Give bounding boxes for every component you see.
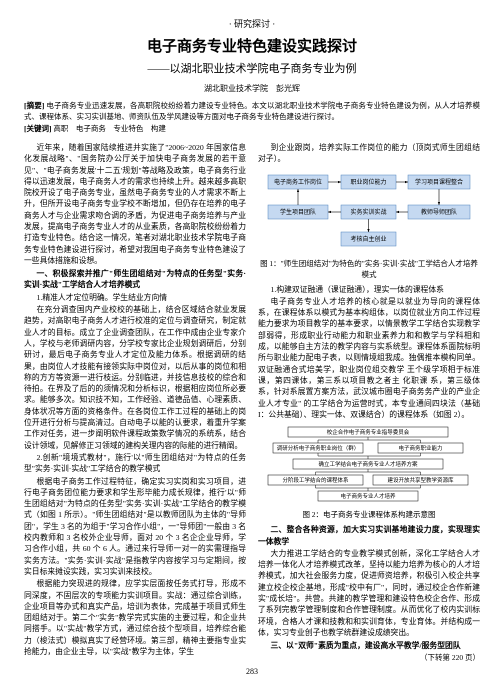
abstract-label: [摘要] xyxy=(24,101,44,110)
svg-text:确立工学结合电子商务专业人才培养方案: 确立工学结合电子商务专业人才培养方案 xyxy=(318,460,418,468)
right-h2: 二、整合各种资源，加大实习实训基地建设力度，实现理实一体教学 xyxy=(258,524,480,547)
right-p3: 大力推进工学结合的专业教学模式创新，深化工学结合人才培养一体化人才培养模式改革，… xyxy=(258,548,480,638)
subtitle: ——以湖北职业技术学院电子商务专业为例 xyxy=(24,62,480,77)
svg-text:电子商务专业人才培养: 电子商务专业人才培养 xyxy=(340,492,396,500)
svg-text:调研分析电子商务职业岗位（群）: 调研分析电子商务职业岗位（群） xyxy=(277,444,360,452)
svg-text:教师导师团队: 教师导师团队 xyxy=(421,208,457,216)
right-p2: 电子商务专业人才培养的核心就是以就业为导向的课程体系，在课程体系以模式为基本构组… xyxy=(258,296,480,420)
left-sub1: 1.精准人才定位明确。学生结业方向情 xyxy=(24,292,246,303)
svg-text:校企合作电子商务专业指导委员会: 校企合作电子商务专业指导委员会 xyxy=(327,428,410,436)
main-title: 电子商务专业特色建设实践探讨 xyxy=(24,37,480,58)
diagram-2: 校企合作电子商务专业指导委员会调研分析电子商务职业岗位（群） 电子商务职业能力确立… xyxy=(258,425,480,503)
left-p3: 根据电子商务工作过程特征，确定实习实岗和实习项目，进行电子商务团位能力要求和学生… xyxy=(24,476,246,578)
fig2-caption: 图 2：电子商务专业课程体系构建示意图 xyxy=(258,510,480,521)
fig1-caption: 图 1："师生团组结对"为特色的"实务·实训·实战"工学结合人才培养模式 xyxy=(258,259,480,281)
svg-text:电子商务职业能力: 电子商务职业能力 xyxy=(398,444,442,452)
left-p1: 近年来，随着国家陆续推进并实施了"2006~2020 年国家信息化发展战略"、"… xyxy=(24,142,246,266)
right-h3: 三、以"双师"素质为重点，建设高水平教学/服务型团队 xyxy=(258,640,480,651)
svg-text:电子商务工作岗位: 电子商务工作岗位 xyxy=(274,178,322,186)
right-column: 到企业跟岗，培养实际工作岗位的能力（顶岗式师生团组结对子）。 电子商务工作岗位 职… xyxy=(258,142,480,665)
svg-text:分阶段工学结合的课程体系: 分阶段工学结合的课程体系 xyxy=(282,476,349,484)
right-sub1: 1.构建双证融通（课证融通），理实一体的课程体系 xyxy=(258,284,480,295)
keywords-label: [关键词] xyxy=(24,124,52,133)
svg-text:实务实训实战: 实务实训实战 xyxy=(350,208,386,216)
continue-note: （下转第 220 页） xyxy=(258,653,480,664)
left-column: 近年来，随着国家陆续推进并实施了"2006~2020 年国家信息化发展战略"、"… xyxy=(24,142,246,665)
svg-text:建设开放共享型教学资源库: 建设开放共享型教学资源库 xyxy=(387,476,454,484)
svg-text:学生项目团队: 学生项目团队 xyxy=(280,208,316,216)
right-p1: 到企业跟岗，培养实际工作岗位的能力（顶岗式师生团组结对子）。 xyxy=(258,142,480,165)
svg-text:职业岗位能力: 职业岗位能力 xyxy=(350,178,386,186)
two-column-body: 近年来，随着国家陆续推进并实施了"2006~2020 年国家信息化发展战略"、"… xyxy=(24,142,480,665)
category-header: · 研究探讨 · xyxy=(24,18,480,31)
svg-text:考核自主创业: 考核自主创业 xyxy=(350,235,386,243)
diagram-1: 电子商务工作岗位 职业岗位能力 学习项目课程整合学生项目团队 实务实训实战 教师导师团队… xyxy=(258,170,480,252)
institution: 湖北职业技术学院 xyxy=(204,84,268,93)
author-name: 彭光辉 xyxy=(276,84,300,93)
authors-line: 湖北职业技术学院 彭光辉 xyxy=(24,83,480,94)
left-p2: 在充分调查国内产业校校的基础上，结合区域结合就业发展趋势，对高职电子商务人才进行… xyxy=(24,304,246,451)
left-p4: 根据能力突现进的规律，应学实层面按任务式打导，形成不同深度，不固层次的专项能力实… xyxy=(24,578,246,657)
keywords-text: 高职 电子商务 专业特色 构建 xyxy=(53,124,166,133)
page-number: 283 xyxy=(0,666,504,677)
abstract-text: 电子商务专业迅速发展，各高职院校纷纷着力建设专业特色。本文以湖北职业技术学院电子… xyxy=(24,101,480,121)
abstract-block: [摘要] 电子商务专业迅速发展，各高职院校纷纷着力建设专业特色。本文以湖北职业技… xyxy=(24,100,480,134)
svg-text:学习项目课程整合: 学习项目课程整合 xyxy=(415,178,463,186)
left-sub2: 2.创新"境境式教材"，施行'以"师生团组结对"为特点的任务型"实务·实训·实战… xyxy=(24,452,246,475)
left-h1: 一、积极探索并推广"师生团组结对"为特点的任务型"实务·实训·实战"工学结合人才… xyxy=(24,268,246,291)
